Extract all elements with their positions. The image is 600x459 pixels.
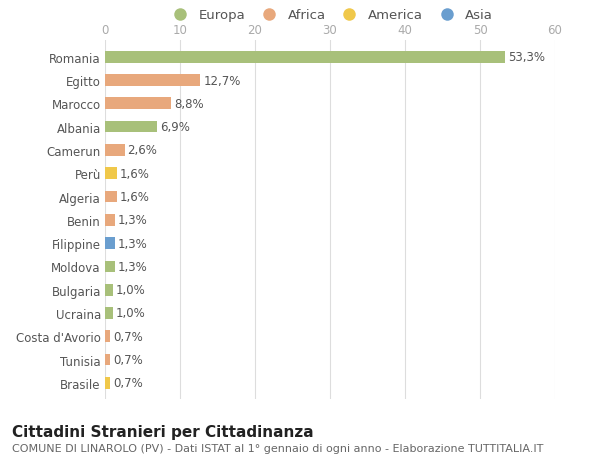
Bar [105,122,157,133]
Text: 0,7%: 0,7% [113,376,143,390]
Text: 53,3%: 53,3% [508,51,545,64]
Text: 1,3%: 1,3% [118,237,148,250]
Text: 2,6%: 2,6% [128,144,157,157]
Legend: Europa, Africa, America, Asia: Europa, Africa, America, Asia [161,4,499,28]
Text: 1,3%: 1,3% [118,260,148,273]
Text: Cittadini Stranieri per Cittadinanza: Cittadini Stranieri per Cittadinanza [12,425,314,440]
Bar [105,191,117,203]
Bar [105,168,117,179]
Text: 1,6%: 1,6% [120,190,150,203]
Text: 0,7%: 0,7% [113,330,143,343]
Text: 6,9%: 6,9% [160,121,190,134]
Bar [105,98,171,110]
Bar [105,75,200,87]
Text: COMUNE DI LINAROLO (PV) - Dati ISTAT al 1° gennaio di ogni anno - Elaborazione T: COMUNE DI LINAROLO (PV) - Dati ISTAT al … [12,443,544,453]
Text: 0,7%: 0,7% [113,353,143,366]
Text: 8,8%: 8,8% [174,98,203,111]
Text: 1,0%: 1,0% [115,284,145,297]
Bar [105,308,113,319]
Bar [105,214,115,226]
Text: 1,6%: 1,6% [120,168,150,180]
Text: 1,3%: 1,3% [118,214,148,227]
Bar [105,284,113,296]
Bar [105,52,505,63]
Bar [105,145,125,157]
Bar [105,354,110,366]
Bar [105,261,115,273]
Bar [105,238,115,249]
Text: 1,0%: 1,0% [115,307,145,320]
Text: 12,7%: 12,7% [203,74,241,87]
Bar [105,331,110,342]
Bar [105,377,110,389]
